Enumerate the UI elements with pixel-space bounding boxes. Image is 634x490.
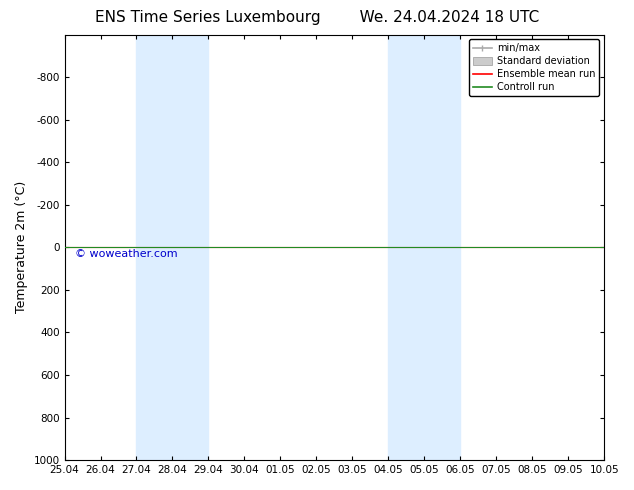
Text: © woweather.com: © woweather.com — [75, 248, 178, 259]
Bar — [136, 35, 209, 460]
Text: ENS Time Series Luxembourg        We. 24.04.2024 18 UTC: ENS Time Series Luxembourg We. 24.04.202… — [95, 10, 539, 25]
Y-axis label: Temperature 2m (°C): Temperature 2m (°C) — [15, 181, 28, 314]
Legend: min/max, Standard deviation, Ensemble mean run, Controll run: min/max, Standard deviation, Ensemble me… — [469, 40, 599, 96]
Bar — [389, 35, 460, 460]
